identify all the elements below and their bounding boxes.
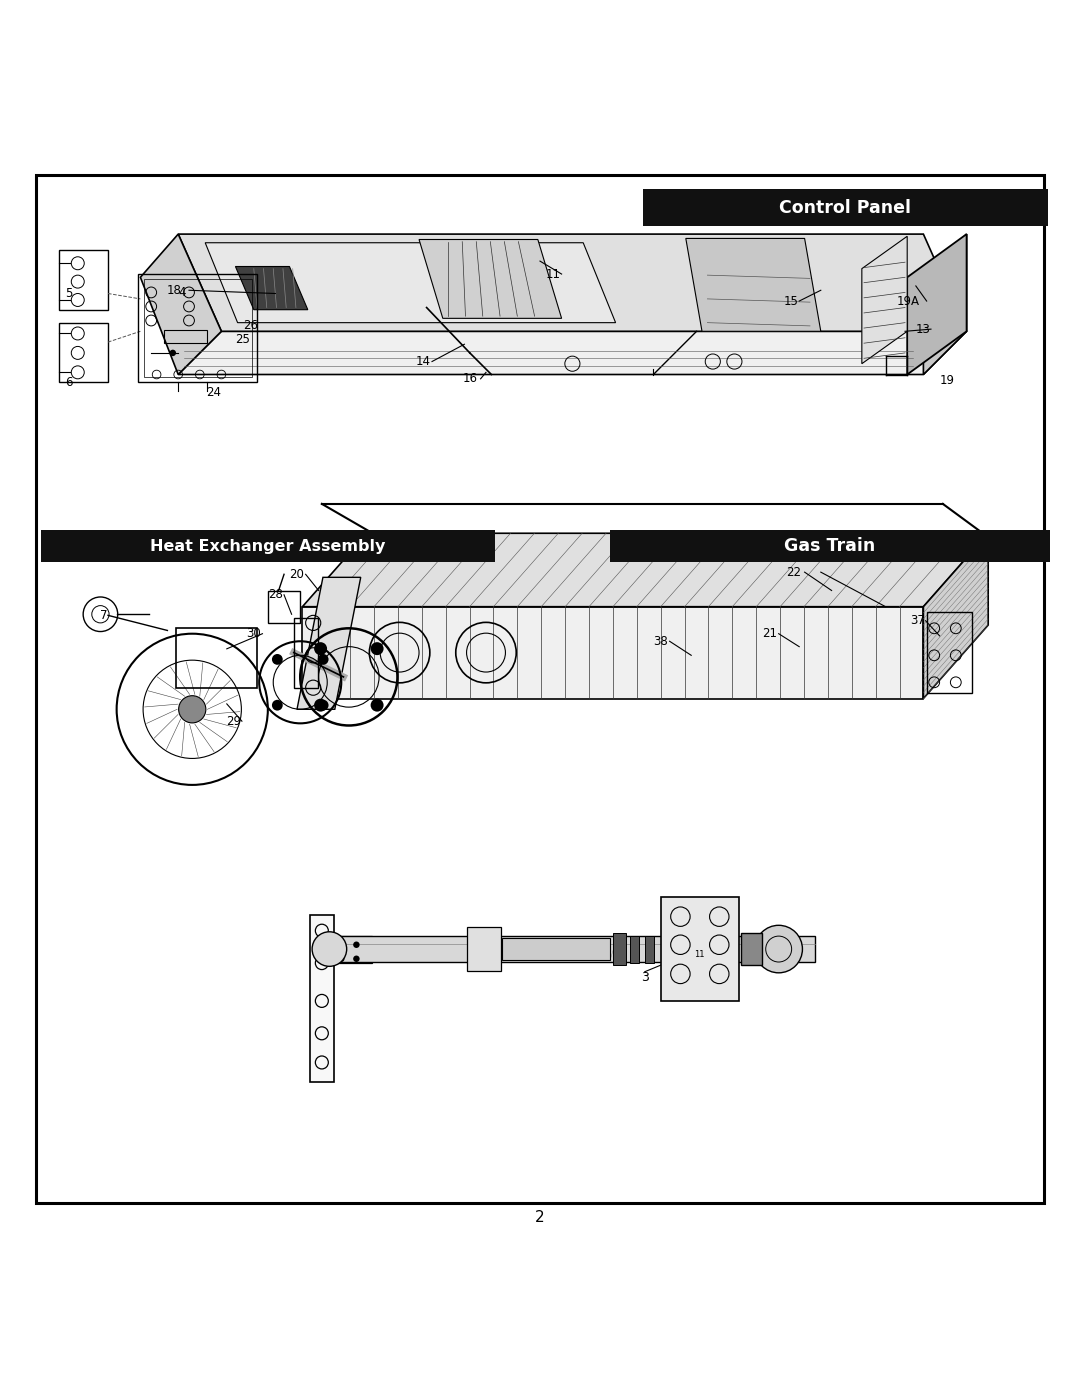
Bar bbox=[329, 936, 815, 963]
Bar bbox=[630, 936, 639, 963]
Bar bbox=[294, 617, 318, 687]
Text: Heat Exchanger Assembly: Heat Exchanger Assembly bbox=[150, 539, 386, 553]
Text: 13: 13 bbox=[916, 323, 931, 335]
Circle shape bbox=[318, 654, 328, 665]
Polygon shape bbox=[686, 239, 821, 331]
Circle shape bbox=[353, 942, 360, 949]
Text: 5: 5 bbox=[65, 286, 72, 300]
Bar bbox=[41, 529, 495, 563]
Circle shape bbox=[272, 654, 283, 665]
Text: 16: 16 bbox=[462, 373, 477, 386]
Text: 20: 20 bbox=[289, 567, 305, 581]
Polygon shape bbox=[302, 534, 988, 606]
Polygon shape bbox=[907, 235, 967, 374]
Circle shape bbox=[370, 643, 383, 655]
Bar bbox=[927, 612, 972, 693]
Polygon shape bbox=[419, 239, 562, 319]
Polygon shape bbox=[302, 606, 923, 698]
Text: 38: 38 bbox=[653, 634, 669, 648]
Circle shape bbox=[312, 932, 347, 967]
Bar bbox=[645, 936, 654, 963]
Circle shape bbox=[178, 696, 206, 722]
Text: 7: 7 bbox=[100, 609, 108, 622]
Text: 4: 4 bbox=[178, 286, 186, 299]
Text: 14: 14 bbox=[416, 355, 431, 367]
Circle shape bbox=[338, 956, 345, 963]
Text: 24: 24 bbox=[206, 387, 221, 400]
Text: 29: 29 bbox=[226, 715, 241, 728]
Text: 37: 37 bbox=[910, 615, 926, 627]
Text: 21: 21 bbox=[762, 627, 778, 640]
Bar bbox=[176, 629, 257, 687]
Text: 25: 25 bbox=[235, 334, 251, 346]
Bar bbox=[502, 939, 610, 960]
Text: 3: 3 bbox=[640, 971, 649, 983]
Polygon shape bbox=[923, 235, 967, 374]
Polygon shape bbox=[862, 236, 907, 363]
Text: 11: 11 bbox=[545, 268, 561, 281]
Bar bbox=[643, 189, 1048, 226]
Text: 19: 19 bbox=[940, 374, 955, 387]
Polygon shape bbox=[297, 577, 361, 710]
Polygon shape bbox=[923, 534, 988, 698]
Bar bbox=[661, 897, 739, 1000]
Bar bbox=[310, 915, 334, 1081]
Bar bbox=[144, 279, 252, 377]
Polygon shape bbox=[235, 267, 308, 310]
Polygon shape bbox=[178, 235, 967, 331]
Text: 6: 6 bbox=[65, 376, 72, 388]
Text: 22: 22 bbox=[786, 566, 801, 578]
Circle shape bbox=[272, 700, 283, 711]
Bar bbox=[268, 591, 300, 623]
Bar bbox=[164, 330, 207, 344]
Bar bbox=[138, 274, 257, 381]
Text: 30: 30 bbox=[246, 627, 261, 640]
Circle shape bbox=[314, 698, 327, 711]
Text: 11: 11 bbox=[694, 950, 705, 958]
Text: 2: 2 bbox=[536, 1210, 544, 1225]
Polygon shape bbox=[205, 243, 616, 323]
Text: 15: 15 bbox=[784, 295, 799, 307]
Bar bbox=[59, 250, 108, 310]
Bar bbox=[467, 928, 501, 971]
Circle shape bbox=[353, 956, 360, 963]
Circle shape bbox=[170, 349, 176, 356]
Bar bbox=[613, 933, 626, 965]
Polygon shape bbox=[178, 331, 967, 374]
Circle shape bbox=[755, 925, 802, 972]
Text: Gas Train: Gas Train bbox=[784, 538, 876, 555]
Circle shape bbox=[314, 643, 327, 655]
Bar bbox=[334, 936, 372, 963]
Circle shape bbox=[318, 700, 328, 711]
Circle shape bbox=[338, 942, 345, 949]
Text: 28: 28 bbox=[268, 588, 283, 601]
Text: 19A: 19A bbox=[896, 295, 919, 307]
Polygon shape bbox=[140, 235, 221, 374]
Text: 18: 18 bbox=[166, 284, 181, 296]
Circle shape bbox=[370, 698, 383, 711]
Text: 26: 26 bbox=[243, 320, 258, 332]
Bar bbox=[610, 529, 1050, 563]
Text: Control Panel: Control Panel bbox=[779, 198, 912, 217]
Bar bbox=[59, 323, 108, 381]
Bar bbox=[741, 933, 762, 965]
